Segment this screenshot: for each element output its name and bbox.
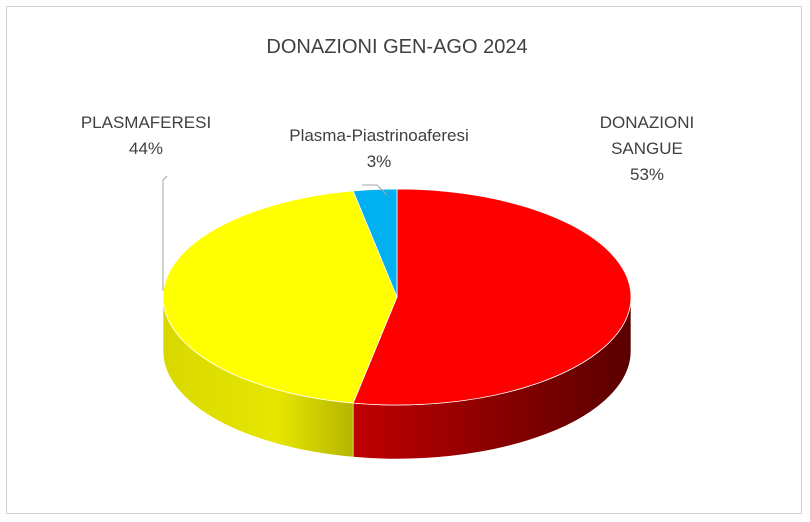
pie-slice-0 (352, 188, 632, 406)
data-label-category: PLASMAFERESI (81, 113, 211, 132)
data-label-0: DONAZIONI SANGUE 53% (600, 113, 694, 184)
data-label-1: PLASMAFERESI 44% (81, 113, 211, 158)
data-label-category: SANGUE (611, 139, 683, 158)
data-label-value: 53% (630, 165, 664, 184)
pie-slice-2 (352, 188, 398, 298)
chart-area: DONAZIONI GEN-AGO 2024 DONAZIONI SANGUE 53… (6, 6, 802, 514)
data-label-category: Plasma-Piastrinoaferesi (289, 126, 469, 145)
data-label-category: DONAZIONI (600, 113, 694, 132)
data-label-2: Plasma-Piastrinoaferesi 3% (289, 126, 469, 171)
pie-labels: DONAZIONI SANGUE 53% PLASMAFERESI 44% Plasma-… (81, 113, 694, 184)
pie-tops (162, 188, 632, 406)
leader-line-plasmaferesi (162, 175, 168, 291)
pie-chart: DONAZIONI GEN-AGO 2024 DONAZIONI SANGUE 53… (81, 36, 694, 460)
data-label-value: 44% (129, 139, 163, 158)
data-label-value: 3% (367, 152, 392, 171)
pie-slice-1 (162, 190, 398, 404)
leader-lines (162, 175, 388, 291)
leader-line-plasma-piastrinoaferesi (362, 184, 388, 196)
chart-title: DONAZIONI GEN-AGO 2024 (266, 36, 527, 58)
